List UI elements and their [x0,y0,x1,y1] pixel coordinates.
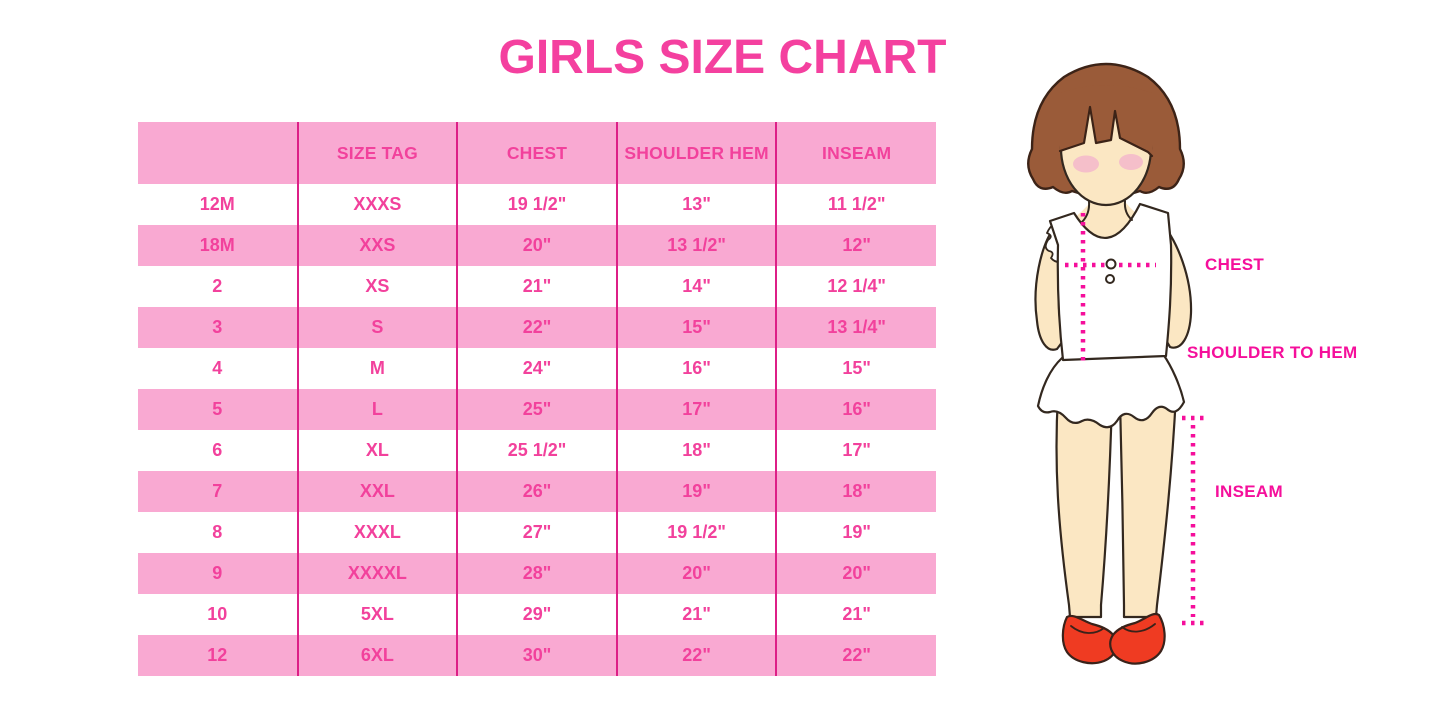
size-cell: 21" [456,266,617,307]
column-header-blank [138,122,298,184]
size-table-body: 12M XXXS 19 1/2" 13" 11 1/2" 18M XXS 20" 13 1/2"… [138,184,936,676]
size-cell: M [296,348,458,389]
size-cell: 22" [456,307,617,348]
size-cell: 17" [615,389,777,430]
size-cell: S [296,307,458,348]
size-cell: 16" [775,389,936,430]
table-row: 8 XXXL 27" 19 1/2" 19" [138,512,936,553]
size-cell: 18" [775,471,936,512]
page-title: GIRLS SIZE CHART [498,31,947,84]
dress-buttons [1105,258,1117,284]
inseam-measure-line [1182,415,1206,626]
size-cell: 24" [456,348,617,389]
dress-button [1105,258,1117,270]
size-cell: 3 [138,307,298,348]
size-cell: 18M [138,225,298,266]
size-table-header: SIZE TAG CHEST SHOULDER HEM INSEAM [138,122,936,184]
girl-left-leg [1055,393,1114,619]
size-cell: 13 1/2" [615,225,777,266]
size-cell: XL [296,430,458,471]
size-cell: 28" [456,553,617,594]
girl-neck-lines [1081,200,1133,223]
size-cell: 5 [138,389,298,430]
size-cell: 10 [138,594,298,635]
size-cell: 6 [138,430,298,471]
chest-label: CHEST [1205,255,1265,274]
column-header-shoulder-hem: SHOULDER HEM [615,122,777,184]
shoulder-to-hem-label: SHOULDER TO HEM [1187,343,1358,362]
size-cell: 27" [456,512,617,553]
size-cell: 13" [615,184,777,225]
table-row: 12 6XL 30" 22" 22" [138,635,936,676]
size-cell: XXXS [296,184,458,225]
size-cell: 4 [138,348,298,389]
size-cell: XXXL [296,512,458,553]
size-cell: 12 1/4" [775,266,936,307]
size-cell: XXXXL [296,553,458,594]
size-cell: 19" [775,512,936,553]
size-cell: 7 [138,471,298,512]
size-cell: L [296,389,458,430]
size-cell: 19" [615,471,777,512]
size-cell: 11 1/2" [775,184,936,225]
table-row: 6 XL 25 1/2" 18" 17" [138,430,936,471]
size-cell: XXS [296,225,458,266]
size-cell: 29" [456,594,617,635]
size-cell: 26" [456,471,617,512]
table-row: 18M XXS 20" 13 1/2" 12" [138,225,936,266]
inseam-label: INSEAM [1215,482,1283,501]
size-cell: 13 1/4" [775,307,936,348]
size-cell: 20" [615,553,777,594]
table-row: 12M XXXS 19 1/2" 13" 11 1/2" [138,184,936,225]
size-cell: 18" [615,430,777,471]
girl-bangs [1060,85,1152,156]
size-cell: 21" [615,594,777,635]
column-header-size-tag: SIZE TAG [296,122,458,184]
table-row: 2 XS 21" 14" 12 1/4" [138,266,936,307]
girl-figure-illustration [1027,62,1206,665]
size-cell: 21" [775,594,936,635]
size-cell: 19 1/2" [456,184,617,225]
size-cell: 25" [456,389,617,430]
size-cell: 6XL [296,635,458,676]
size-cell: 16" [615,348,777,389]
size-cell: 22" [775,635,936,676]
size-cell: 15" [775,348,936,389]
size-cell: 12 [138,635,298,676]
table-row: 4 M 24" 16" 15" [138,348,936,389]
size-cell: 2 [138,266,298,307]
size-cell: 20" [775,553,936,594]
girl-right-leg [1118,393,1178,619]
header-row: SIZE TAG CHEST SHOULDER HEM INSEAM [138,122,936,184]
girl-blush [1073,154,1143,173]
size-cell: 5XL [296,594,458,635]
size-cell: 9 [138,553,298,594]
size-cell: 15" [615,307,777,348]
girl-skirt [1036,352,1186,429]
size-cell: 12" [775,225,936,266]
size-cell: 25 1/2" [456,430,617,471]
size-cell: 30" [456,635,617,676]
table-row: 9 XXXXL 28" 20" 20" [138,553,936,594]
size-cell: 17" [775,430,936,471]
size-table: SIZE TAG CHEST SHOULDER HEM INSEAM 12M XX… [138,122,936,676]
size-cell: 19 1/2" [615,512,777,553]
girl-shoes [1061,612,1166,665]
table-row: 10 5XL 29" 21" 21" [138,594,936,635]
table-row: 5 L 25" 17" 16" [138,389,936,430]
size-cell: 8 [138,512,298,553]
table-row: 7 XXL 26" 19" 18" [138,471,936,512]
size-cell: 12M [138,184,298,225]
size-cell: 20" [456,225,617,266]
size-cell: 22" [615,635,777,676]
dress-button [1105,274,1115,284]
size-cell: XS [296,266,458,307]
size-cell: 14" [615,266,777,307]
column-header-inseam: INSEAM [775,122,936,184]
table-row: 3 S 22" 15" 13 1/4" [138,307,936,348]
column-header-chest: CHEST [456,122,617,184]
size-cell: XXL [296,471,458,512]
